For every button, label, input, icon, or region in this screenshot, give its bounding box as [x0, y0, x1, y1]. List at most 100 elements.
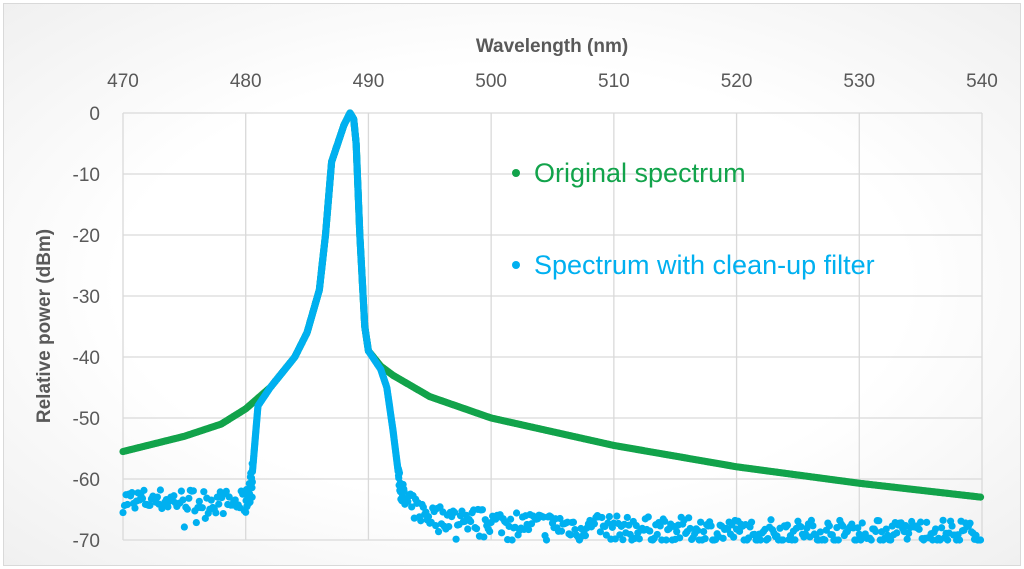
data-point	[791, 536, 799, 544]
data-point	[673, 528, 681, 536]
data-point	[923, 518, 931, 526]
x-tick-label: 520	[721, 71, 753, 92]
data-point	[452, 535, 460, 543]
data-point	[569, 518, 578, 526]
data-point	[656, 522, 664, 530]
data-point	[480, 533, 488, 541]
data-point	[903, 535, 911, 543]
data-point	[566, 531, 575, 539]
data-point	[839, 522, 847, 530]
data-point	[807, 516, 815, 524]
data-point	[764, 534, 772, 543]
data-point	[185, 494, 193, 502]
data-point	[542, 536, 551, 544]
data-point	[404, 497, 412, 506]
data-point	[915, 525, 923, 533]
data-point	[498, 529, 506, 537]
data-point	[875, 517, 883, 525]
data-point	[701, 535, 709, 543]
y-tick-label: -50	[73, 409, 100, 430]
data-point	[215, 500, 223, 508]
data-point	[976, 493, 985, 501]
data-point	[557, 527, 566, 535]
data-point	[816, 528, 824, 536]
data-point	[686, 524, 694, 533]
chart-frame	[3, 3, 1021, 566]
legend-marker-original	[512, 169, 520, 177]
data-point	[417, 517, 425, 525]
data-point	[248, 493, 256, 501]
data-point	[200, 488, 208, 496]
data-point	[932, 525, 940, 533]
data-point	[694, 526, 702, 535]
data-point	[225, 493, 233, 501]
data-point	[747, 518, 756, 526]
data-point	[189, 487, 197, 495]
data-point	[882, 525, 890, 533]
data-point	[623, 513, 631, 522]
data-point	[756, 536, 765, 544]
data-point	[598, 513, 606, 522]
data-point	[192, 518, 200, 527]
data-point	[719, 534, 727, 542]
data-point	[605, 512, 613, 521]
data-point	[445, 522, 453, 531]
data-point	[451, 508, 459, 516]
y-tick-label: 0	[89, 104, 100, 125]
x-axis-title: Wavelength (nm)	[476, 36, 628, 57]
data-point	[177, 487, 185, 495]
data-point	[424, 512, 433, 521]
tick-labels: 470 480 490 500 510 520 530 540 0 -10 -20 -30 -40 -50…	[73, 71, 998, 552]
data-point	[140, 486, 148, 494]
data-point	[619, 536, 627, 544]
data-point	[887, 536, 895, 544]
data-point	[767, 516, 775, 524]
y-axis-title: Relative power (dBm)	[34, 229, 55, 423]
data-point	[119, 508, 127, 517]
data-point	[905, 529, 913, 537]
data-point	[524, 525, 533, 534]
data-point	[131, 504, 139, 512]
legend-label-filtered: Spectrum with clean-up filter	[534, 250, 875, 280]
data-point	[872, 527, 880, 536]
data-point	[854, 524, 862, 532]
data-point	[183, 505, 191, 513]
data-point	[207, 496, 215, 504]
data-point	[596, 528, 604, 536]
data-point	[653, 530, 661, 539]
data-point	[179, 496, 187, 504]
y-tick-label: -20	[73, 226, 100, 247]
data-point	[976, 536, 985, 544]
data-point	[571, 525, 579, 534]
data-point	[834, 536, 842, 544]
x-tick-label: 470	[107, 71, 139, 92]
x-tick-label: 500	[475, 71, 507, 92]
data-point	[893, 529, 901, 537]
data-point	[943, 536, 952, 544]
data-point	[464, 525, 472, 533]
data-point	[198, 504, 206, 512]
data-point	[432, 521, 440, 530]
x-tick-label: 510	[598, 71, 630, 92]
data-point	[395, 469, 404, 477]
y-tick-label: -10	[73, 165, 100, 186]
data-point	[917, 518, 925, 526]
data-point	[779, 536, 787, 544]
data-point	[809, 522, 817, 530]
data-point	[707, 522, 715, 530]
x-tick-label: 530	[843, 71, 875, 92]
data-point	[646, 527, 654, 535]
data-point	[729, 533, 738, 541]
data-point	[613, 512, 621, 520]
data-point	[632, 521, 640, 530]
data-point	[222, 487, 230, 495]
data-point	[138, 494, 147, 503]
data-point	[685, 514, 693, 522]
data-point	[821, 536, 829, 544]
data-point	[937, 524, 946, 532]
data-point	[590, 520, 599, 528]
data-point	[966, 519, 974, 527]
series-layer	[119, 109, 985, 544]
data-point	[939, 516, 947, 524]
